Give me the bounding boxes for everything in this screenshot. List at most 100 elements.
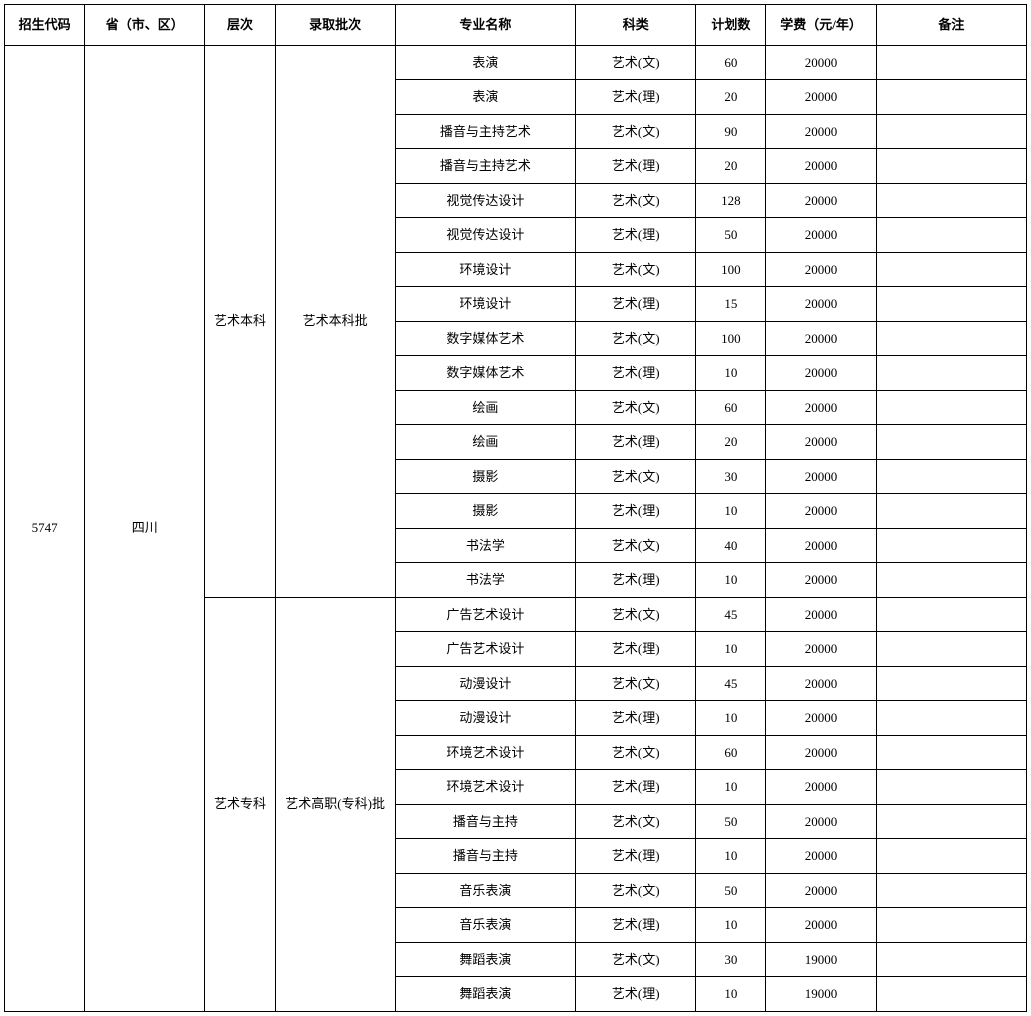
cell-plan: 100 (696, 252, 766, 287)
cell-plan: 10 (696, 701, 766, 736)
cell-remark (876, 114, 1026, 149)
cell-fee: 20000 (766, 701, 876, 736)
cell-plan: 100 (696, 321, 766, 356)
cell-plan: 10 (696, 632, 766, 667)
cell-plan: 50 (696, 873, 766, 908)
cell-major: 环境设计 (395, 252, 575, 287)
cell-major: 广告艺术设计 (395, 597, 575, 632)
cell-category: 艺术(理) (576, 908, 696, 943)
cell-major: 舞蹈表演 (395, 942, 575, 977)
table-header: 招生代码 省（市、区） 层次 录取批次 专业名称 科类 计划数 学费（元/年） … (5, 5, 1027, 46)
header-province: 省（市、区） (85, 5, 205, 46)
cell-code: 5747 (5, 45, 85, 1011)
cell-remark (876, 908, 1026, 943)
cell-category: 艺术(文) (576, 183, 696, 218)
cell-category: 艺术(理) (576, 287, 696, 322)
cell-category: 艺术(理) (576, 149, 696, 184)
cell-remark (876, 425, 1026, 460)
cell-major: 音乐表演 (395, 873, 575, 908)
table-row: 5747四川艺术本科艺术本科批表演艺术(文)6020000 (5, 45, 1027, 80)
cell-major: 数字媒体艺术 (395, 321, 575, 356)
cell-fee: 20000 (766, 183, 876, 218)
cell-fee: 20000 (766, 804, 876, 839)
cell-major: 表演 (395, 80, 575, 115)
cell-remark (876, 528, 1026, 563)
cell-category: 艺术(文) (576, 804, 696, 839)
cell-category: 艺术(理) (576, 80, 696, 115)
cell-fee: 20000 (766, 356, 876, 391)
cell-fee: 20000 (766, 908, 876, 943)
cell-major: 舞蹈表演 (395, 977, 575, 1012)
cell-fee: 20000 (766, 425, 876, 460)
cell-fee: 20000 (766, 149, 876, 184)
cell-remark (876, 839, 1026, 874)
cell-remark (876, 459, 1026, 494)
cell-remark (876, 735, 1026, 770)
cell-plan: 60 (696, 390, 766, 425)
cell-level: 艺术专科 (205, 597, 275, 1011)
cell-remark (876, 149, 1026, 184)
cell-remark (876, 701, 1026, 736)
cell-plan: 10 (696, 563, 766, 598)
cell-major: 环境艺术设计 (395, 770, 575, 805)
cell-category: 艺术(理) (576, 632, 696, 667)
cell-remark (876, 804, 1026, 839)
cell-category: 艺术(理) (576, 770, 696, 805)
cell-category: 艺术(文) (576, 45, 696, 80)
cell-plan: 45 (696, 666, 766, 701)
cell-fee: 20000 (766, 563, 876, 598)
header-major: 专业名称 (395, 5, 575, 46)
cell-remark (876, 666, 1026, 701)
cell-major: 动漫设计 (395, 666, 575, 701)
cell-remark (876, 563, 1026, 598)
cell-fee: 20000 (766, 839, 876, 874)
cell-fee: 20000 (766, 770, 876, 805)
header-row: 招生代码 省（市、区） 层次 录取批次 专业名称 科类 计划数 学费（元/年） … (5, 5, 1027, 46)
cell-remark (876, 390, 1026, 425)
cell-category: 艺术(理) (576, 356, 696, 391)
cell-major: 摄影 (395, 494, 575, 529)
cell-remark (876, 632, 1026, 667)
table-body: 5747四川艺术本科艺术本科批表演艺术(文)6020000表演艺术(理)2020… (5, 45, 1027, 1011)
cell-plan: 10 (696, 770, 766, 805)
cell-remark (876, 321, 1026, 356)
cell-category: 艺术(理) (576, 839, 696, 874)
cell-plan: 45 (696, 597, 766, 632)
cell-major: 广告艺术设计 (395, 632, 575, 667)
cell-category: 艺术(文) (576, 735, 696, 770)
cell-plan: 50 (696, 804, 766, 839)
header-fee: 学费（元/年） (766, 5, 876, 46)
cell-remark (876, 287, 1026, 322)
cell-plan: 20 (696, 80, 766, 115)
cell-major: 播音与主持艺术 (395, 149, 575, 184)
cell-remark (876, 252, 1026, 287)
cell-category: 艺术(文) (576, 666, 696, 701)
cell-major: 表演 (395, 45, 575, 80)
cell-major: 播音与主持艺术 (395, 114, 575, 149)
cell-remark (876, 977, 1026, 1012)
cell-fee: 20000 (766, 45, 876, 80)
cell-plan: 128 (696, 183, 766, 218)
cell-province: 四川 (85, 45, 205, 1011)
cell-plan: 90 (696, 114, 766, 149)
header-category: 科类 (576, 5, 696, 46)
cell-plan: 15 (696, 287, 766, 322)
cell-major: 播音与主持 (395, 839, 575, 874)
cell-category: 艺术(理) (576, 977, 696, 1012)
header-code: 招生代码 (5, 5, 85, 46)
cell-fee: 20000 (766, 666, 876, 701)
cell-category: 艺术(文) (576, 528, 696, 563)
cell-plan: 40 (696, 528, 766, 563)
cell-remark (876, 770, 1026, 805)
cell-fee: 20000 (766, 80, 876, 115)
cell-plan: 20 (696, 149, 766, 184)
cell-fee: 20000 (766, 632, 876, 667)
cell-remark (876, 80, 1026, 115)
cell-category: 艺术(理) (576, 218, 696, 253)
cell-remark (876, 218, 1026, 253)
cell-category: 艺术(文) (576, 321, 696, 356)
cell-plan: 30 (696, 942, 766, 977)
cell-category: 艺术(理) (576, 701, 696, 736)
cell-remark (876, 873, 1026, 908)
cell-major: 摄影 (395, 459, 575, 494)
